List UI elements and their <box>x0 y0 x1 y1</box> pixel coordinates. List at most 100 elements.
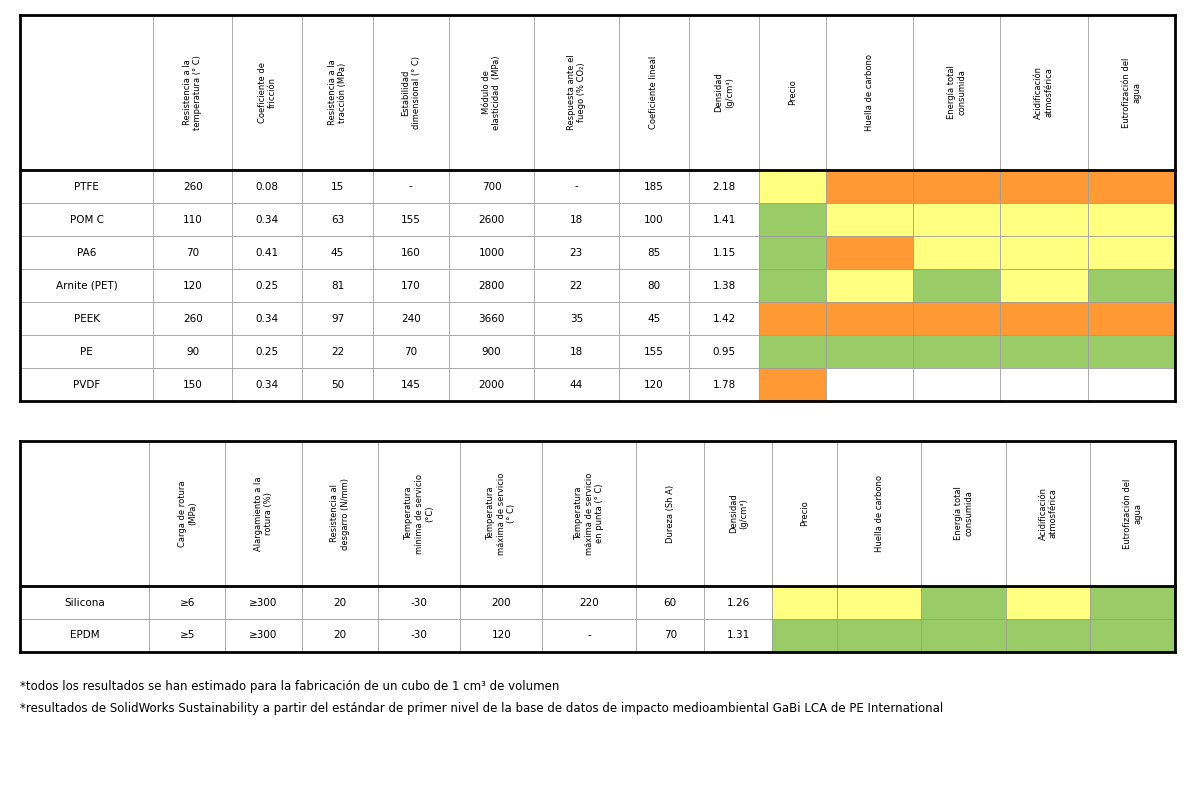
Text: 145: 145 <box>400 380 421 390</box>
Bar <box>826 170 913 203</box>
Bar <box>1091 619 1175 652</box>
Bar <box>20 15 153 170</box>
Text: 0.25: 0.25 <box>256 346 278 357</box>
Text: 70: 70 <box>663 630 676 641</box>
Bar <box>449 170 534 203</box>
Text: Módulo de
elasticidad  (MPa): Módulo de elasticidad (MPa) <box>482 55 501 129</box>
Text: Resistencia a la
temperatura (° C): Resistencia a la temperatura (° C) <box>183 55 202 130</box>
Bar <box>226 619 301 652</box>
Bar <box>226 586 301 619</box>
Bar <box>232 269 302 302</box>
Bar <box>836 619 921 652</box>
Text: 15: 15 <box>331 181 344 192</box>
Text: Precio: Precio <box>789 80 797 106</box>
Bar <box>619 15 690 170</box>
Text: 0.34: 0.34 <box>256 313 278 323</box>
Text: 260: 260 <box>183 313 203 323</box>
Bar <box>826 368 913 401</box>
Bar <box>759 15 826 170</box>
Bar <box>153 269 232 302</box>
Text: 80: 80 <box>648 281 661 290</box>
Bar <box>1087 269 1175 302</box>
Bar <box>772 586 836 619</box>
Bar <box>378 441 460 586</box>
Text: Dureza (Sh A): Dureza (Sh A) <box>666 484 675 543</box>
Bar <box>20 302 153 335</box>
Text: 1.26: 1.26 <box>727 597 750 608</box>
Bar <box>759 203 826 236</box>
Bar <box>619 269 690 302</box>
Bar <box>373 335 449 368</box>
Text: 18: 18 <box>570 346 583 357</box>
Text: ≥6: ≥6 <box>179 597 195 608</box>
Bar <box>534 236 619 269</box>
Bar <box>460 619 543 652</box>
Text: Acidificación
atmosférica: Acidificación atmosférica <box>1035 66 1054 119</box>
Text: 170: 170 <box>402 281 421 290</box>
Text: 22: 22 <box>331 346 344 357</box>
Bar <box>153 236 232 269</box>
Bar <box>1087 15 1175 170</box>
Text: 2000: 2000 <box>478 380 504 390</box>
Bar <box>302 236 373 269</box>
Bar <box>1087 302 1175 335</box>
Bar <box>302 368 373 401</box>
Bar <box>302 302 373 335</box>
Bar <box>1087 203 1175 236</box>
Text: 220: 220 <box>580 597 599 608</box>
Bar <box>759 335 826 368</box>
Bar <box>1000 203 1087 236</box>
Bar <box>1091 586 1175 619</box>
Bar <box>1006 586 1091 619</box>
Bar <box>460 586 543 619</box>
Text: PVDF: PVDF <box>73 380 100 390</box>
Text: Densidad
(g/cm³): Densidad (g/cm³) <box>715 73 734 112</box>
Bar <box>1000 236 1087 269</box>
Bar <box>772 619 836 652</box>
Bar <box>690 203 759 236</box>
Bar <box>373 15 449 170</box>
Bar <box>449 15 534 170</box>
Text: 1.38: 1.38 <box>712 281 736 290</box>
Bar <box>913 15 1000 170</box>
Text: 700: 700 <box>482 181 501 192</box>
Bar <box>826 203 913 236</box>
Bar <box>913 236 1000 269</box>
Bar <box>301 586 378 619</box>
Text: 20: 20 <box>333 597 347 608</box>
Text: 44: 44 <box>570 380 583 390</box>
Bar <box>153 368 232 401</box>
Bar <box>373 269 449 302</box>
Text: 23: 23 <box>570 248 583 257</box>
Bar <box>690 236 759 269</box>
Bar <box>1000 302 1087 335</box>
Bar <box>153 203 232 236</box>
Text: Respuesta ante el
fuego (% CO₂): Respuesta ante el fuego (% CO₂) <box>566 54 586 130</box>
Text: 0.95: 0.95 <box>712 346 736 357</box>
Bar <box>534 15 619 170</box>
Bar <box>1000 170 1087 203</box>
Text: PE: PE <box>80 346 93 357</box>
Bar <box>826 269 913 302</box>
Bar <box>1091 441 1175 586</box>
Bar <box>149 619 226 652</box>
Bar <box>913 269 1000 302</box>
Text: Precio: Precio <box>801 501 809 526</box>
Text: Huella de carbono: Huella de carbono <box>865 54 874 131</box>
Text: Acidificación
atmosférica: Acidificación atmosférica <box>1038 487 1058 540</box>
Bar <box>153 15 232 170</box>
Text: Temperatura
máxima de servicio
(° C): Temperatura máxima de servicio (° C) <box>486 473 516 555</box>
Bar <box>449 269 534 302</box>
Text: 1.15: 1.15 <box>712 248 736 257</box>
Text: 120: 120 <box>491 630 511 641</box>
Text: 200: 200 <box>491 597 511 608</box>
Bar <box>921 586 1006 619</box>
Bar <box>826 335 913 368</box>
Bar <box>636 441 704 586</box>
Bar <box>772 441 836 586</box>
Text: 2.18: 2.18 <box>712 181 736 192</box>
Bar <box>690 335 759 368</box>
Bar <box>636 619 704 652</box>
Bar <box>543 586 636 619</box>
Bar <box>836 441 921 586</box>
